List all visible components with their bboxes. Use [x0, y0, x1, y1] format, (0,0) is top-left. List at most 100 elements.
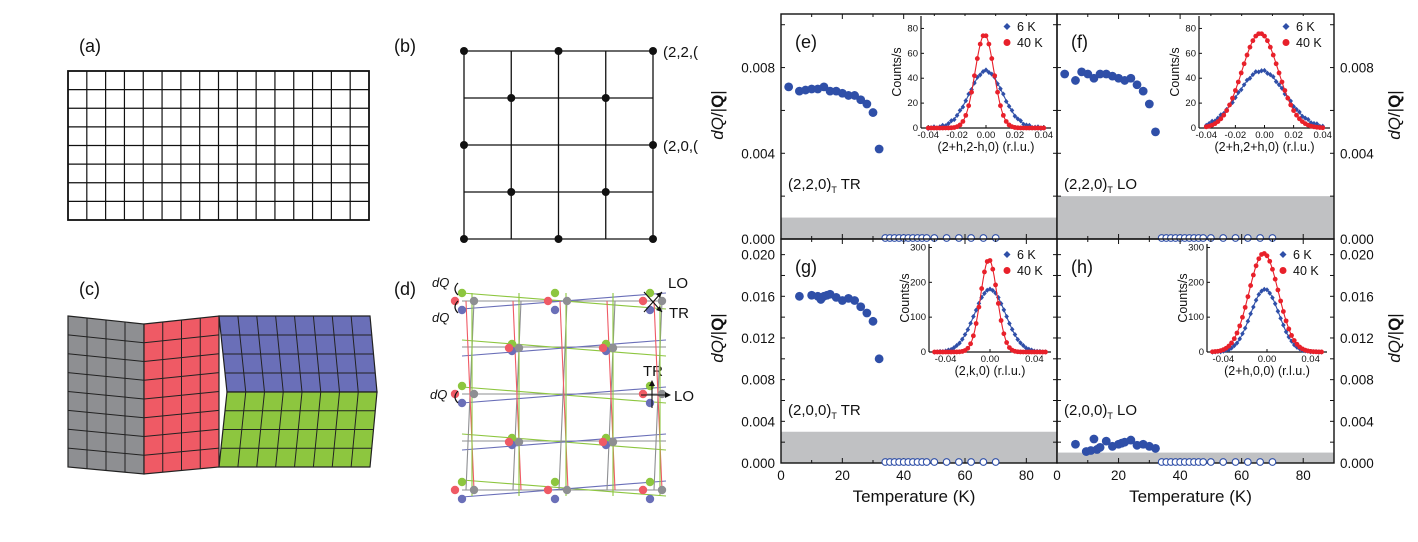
atom-dot [598, 343, 608, 353]
inset-point-6k [1018, 340, 1023, 346]
inset-point-6k [1253, 297, 1259, 303]
panel-b-lattice: (2,2,( (2,0,( [460, 44, 698, 243]
atom-dot [543, 485, 553, 495]
inset-point-40k [1230, 95, 1235, 101]
inset-x-label: (2+h,2-h,0) (r.l.u.) [938, 140, 1035, 154]
inset-x-tick-label: -0.04 [1195, 130, 1217, 141]
lattice-line [606, 300, 616, 491]
inset-point-40k [1003, 119, 1009, 124]
lattice-atom [507, 94, 516, 102]
lattice-atom [601, 188, 610, 196]
atom-dot [608, 343, 618, 353]
data-point-open [1199, 458, 1208, 466]
inset-point-40k [1289, 333, 1294, 338]
inset-point-40k [1264, 253, 1270, 259]
data-point [825, 86, 835, 96]
inset-point-40k [965, 345, 971, 351]
inset-x-label: (2+h,2+h,0) (r.l.u.) [1214, 140, 1314, 154]
inset-y-tick-label: 100 [1188, 312, 1204, 323]
lattice-atom [649, 47, 657, 55]
tr-label-2: TR [643, 363, 663, 380]
inset-point-40k [1270, 266, 1275, 272]
inset-point-40k [1043, 349, 1048, 355]
inset-point-40k [1238, 70, 1244, 76]
inset-point-6k [1009, 326, 1015, 332]
inset-point-6k [1242, 325, 1248, 331]
inset-point-40k [989, 56, 995, 61]
inset-point-40k [1256, 256, 1262, 262]
inset-point-40k [1280, 309, 1286, 314]
inset-point-6k [1004, 313, 1009, 320]
legend-label: 6 K [1017, 248, 1036, 262]
resolution-band [781, 431, 1057, 463]
inset-point-6k [1245, 318, 1251, 324]
inset-point-40k [1250, 38, 1256, 44]
inset-point-6k [1276, 82, 1282, 88]
y-tick-label: 0.000 [741, 456, 775, 471]
inset-point-40k [998, 103, 1003, 109]
atom-dot [469, 485, 479, 495]
arrow-head [656, 306, 662, 312]
inset-y-tick-label: 60 [907, 48, 918, 59]
legend-marker-6k [1282, 23, 1290, 30]
inset-x-label: (2+h,0,0) (r.l.u.) [1224, 364, 1310, 378]
x-axis-label: Temperature (K) [853, 487, 976, 506]
inset-point-6k [1001, 307, 1007, 313]
inset-point-6k [995, 81, 1000, 87]
inset-y-tick-label: 100 [910, 312, 926, 323]
inset-point-6k [1238, 87, 1244, 93]
inset-point-6k [1020, 342, 1026, 349]
dq-label-3: dQ [430, 387, 447, 402]
inset-y-tick-label: 200 [1188, 277, 1204, 288]
data-point-open [967, 234, 975, 242]
data-point [862, 99, 872, 109]
inset-point-6k [1281, 322, 1286, 328]
inset-point-40k [983, 33, 989, 39]
inset-x-tick-label: 0.00 [1255, 130, 1274, 141]
inset-point-6k [965, 327, 971, 333]
atom-dot [469, 296, 479, 306]
inset-point-40k [1270, 52, 1276, 58]
inset-y-tick-label: 0 [913, 123, 918, 134]
inset-point-40k [1250, 272, 1256, 278]
data-point [1126, 435, 1136, 445]
inset-point-6k [1261, 286, 1267, 292]
inset-x-label: (2,k,0) (r.l.u.) [955, 364, 1026, 378]
atom-dot [657, 389, 667, 399]
data-point-open [942, 458, 951, 466]
inset-point-6k [1247, 75, 1253, 81]
inset-h: 0 100 200 300 -0.04 0.00 0.04(2+h,0,0) (r.l.u.… [1176, 242, 1327, 378]
inset-x-tick-label: 0.02 [1006, 130, 1025, 141]
inset-point-40k [993, 282, 998, 288]
data-point [856, 302, 866, 312]
inset-point-40k [968, 341, 973, 347]
inset-point-6k [1240, 331, 1245, 337]
domain-line [67, 447, 145, 456]
inset-x-tick-label: 0.00 [977, 130, 996, 141]
x-tick-label: 80 [1019, 468, 1034, 483]
inset-point-40k [957, 122, 963, 128]
y-tick-label: 0.020 [741, 248, 775, 263]
y-tick-label: 0.004 [1340, 146, 1374, 161]
domain-line [67, 391, 145, 400]
legend-label: 40 K [1296, 36, 1322, 50]
lattice-atom [649, 235, 657, 243]
atom-dot [457, 288, 467, 298]
inset-point-40k [969, 89, 974, 95]
inset-x-tick-label: 0.00 [1258, 354, 1277, 365]
inset-point-6k [957, 340, 962, 346]
data-point-open [1207, 458, 1215, 466]
inset-point-40k [1262, 33, 1267, 39]
inset-point-6k [998, 86, 1003, 92]
inset-point-40k [960, 119, 966, 124]
inset-point-6k [972, 80, 977, 86]
data-point-open [1231, 234, 1240, 242]
inset-point-6k [983, 67, 989, 73]
inset-point-40k [1241, 61, 1247, 67]
atom-dot [457, 494, 467, 504]
inset-point-6k [954, 342, 960, 349]
domain-line [67, 353, 145, 362]
inset-point-40k [1224, 108, 1230, 113]
legend-marker-6k [1003, 23, 1011, 30]
arrow-head [649, 380, 655, 386]
